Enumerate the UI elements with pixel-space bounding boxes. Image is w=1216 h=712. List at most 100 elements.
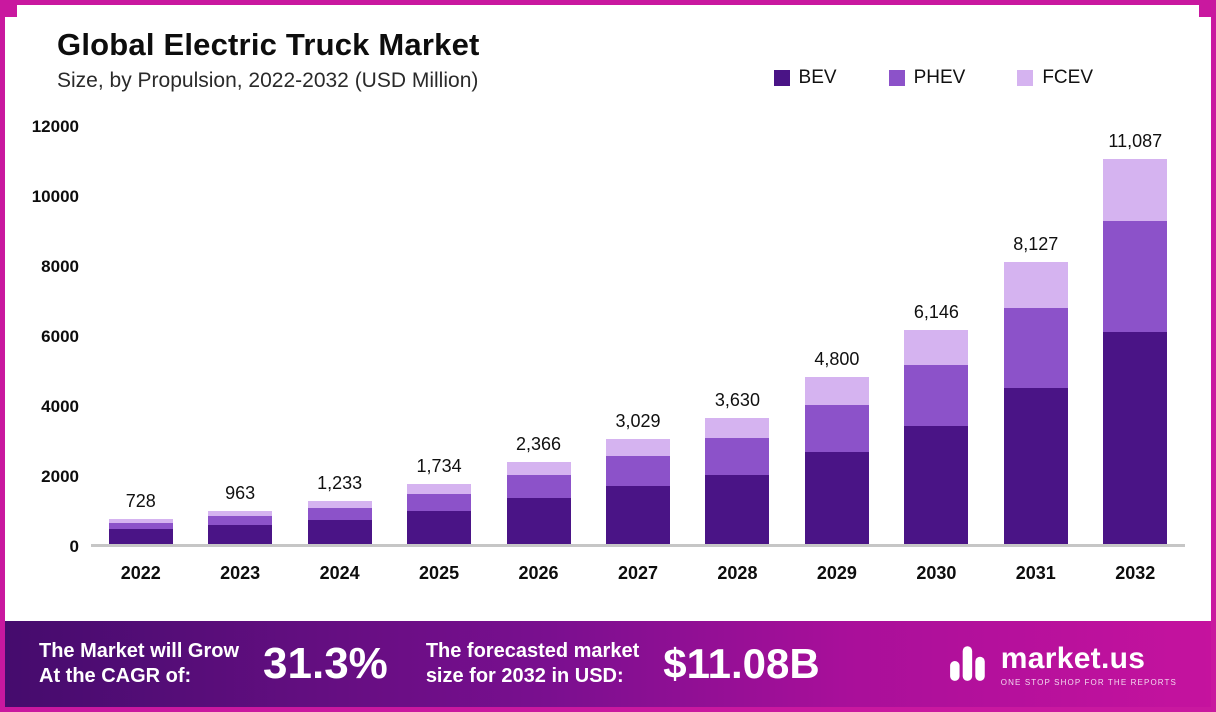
bar-column: 8,127: [1003, 127, 1068, 544]
legend-item-bev: BEV: [773, 67, 837, 89]
marketus-brand: market.us ONE STOP SHOP FOR THE REPORTS: [947, 641, 1177, 688]
cagr-label-line2: At the CAGR of:: [39, 665, 192, 687]
legend-swatch: [773, 70, 790, 86]
bar-column: 963: [208, 127, 273, 544]
corner-accent: [1199, 4, 1212, 17]
bar-segment-fcev: [208, 510, 273, 517]
x-axis-label: 2032: [1115, 563, 1156, 583]
marketus-logo-icon: [947, 641, 991, 688]
stacked-bar-chart: 0 2000 4000 6000 8000 10000 12000 728 963 1,233 1…: [19, 117, 1185, 584]
y-tick-label: 10000: [31, 187, 79, 206]
bar-segment-phev: [705, 438, 770, 475]
legend-swatch: [888, 70, 905, 86]
chart-title: Global Electric Truck Market: [57, 27, 480, 62]
x-axis-labels: 2022 2023 2024 2025 2026 2027 2028 2029 2030 2031…: [91, 563, 1185, 584]
y-tick-label: 2000: [41, 467, 79, 487]
bar-segment-bev: [1103, 332, 1168, 544]
plot-wrap: 728 963 1,233 1,734 2,366 3,029 3,630 4,800 6,14…: [91, 127, 1185, 584]
bar-segment-bev: [605, 485, 670, 544]
bar-column: 11,087: [1103, 127, 1168, 544]
brand-tagline: ONE STOP SHOP FOR THE REPORTS: [1000, 677, 1177, 687]
y-tick-label: 8000: [41, 257, 79, 277]
legend-item-fcev: FCEV: [1017, 67, 1093, 89]
x-axis-label: 2030: [916, 563, 957, 583]
cagr-label: The Market will Grow At the CAGR of:: [39, 639, 239, 689]
bar-total-label: 3,630: [714, 389, 760, 410]
bar-segment-bev: [904, 425, 969, 544]
brand-text: market.us ONE STOP SHOP FOR THE REPORTS: [1001, 642, 1177, 687]
forecast-label: The forecasted market size for 2032 in U…: [426, 639, 639, 689]
cagr-value: 31.3%: [263, 639, 388, 688]
x-axis-label: 2022: [120, 563, 161, 583]
bar-segment-bev: [1003, 387, 1068, 544]
x-axis-label: 2028: [717, 563, 758, 583]
bar-total-label: 1,734: [416, 455, 462, 476]
y-axis: 0 2000 4000 6000 8000 10000 12000: [19, 117, 91, 556]
legend-label: PHEV: [913, 67, 966, 88]
bar-segment-phev: [904, 365, 969, 426]
bar-column: 1,233: [307, 127, 372, 544]
y-tick-label: 6000: [41, 327, 79, 346]
bar-total-label: 3,029: [615, 410, 661, 431]
y-tick-label: 12000: [31, 117, 79, 136]
plot-area: 728 963 1,233 1,734 2,366 3,029 3,630 4,800 6,14…: [91, 127, 1185, 547]
x-axis-label: 2024: [319, 563, 360, 583]
bar-total-label: 4,800: [814, 349, 860, 370]
cagr-label-line1: The Market will Grow: [39, 640, 240, 662]
bar-total-label: 1,233: [317, 473, 363, 494]
bar-segment-fcev: [108, 518, 173, 523]
bar-segment-phev: [307, 508, 372, 520]
x-axis-label: 2029: [816, 563, 857, 583]
bar-column: 4,800: [804, 127, 869, 544]
bar-segment-bev: [407, 511, 472, 544]
x-axis-label: 2031: [1015, 563, 1056, 583]
bar-column: 3,029: [605, 127, 670, 544]
bar-column: 6,146: [904, 127, 969, 544]
chart-header: Global Electric Truck Market Size, by Pr…: [57, 27, 480, 93]
forecast-label-line1: The forecasted market: [425, 640, 640, 662]
bar-segment-bev: [506, 498, 571, 544]
chart-subtitle: Size, by Propulsion, 2022-2032 (USD Mill…: [57, 69, 479, 92]
legend-item-phev: PHEV: [888, 67, 966, 89]
bar-segment-phev: [108, 522, 173, 530]
legend: BEV PHEV FCEV: [773, 67, 1093, 89]
footer-banner: The Market will Grow At the CAGR of: 31.…: [5, 621, 1211, 707]
bar-segment-phev: [1103, 220, 1168, 333]
corner-accent: [4, 4, 17, 17]
bar-segment-bev: [208, 525, 273, 544]
bar-total-label: 963: [225, 482, 256, 503]
x-axis-label: 2027: [617, 563, 658, 583]
bar-segment-phev: [208, 516, 273, 526]
y-tick-label: 0: [69, 537, 79, 556]
bar-segment-phev: [407, 494, 472, 511]
bar-segment-phev: [1003, 307, 1068, 388]
bar-column: 2,366: [506, 127, 571, 544]
bar-segment-phev: [605, 456, 670, 486]
y-tick-label: 4000: [41, 397, 79, 417]
bar-total-label: 6,146: [913, 302, 959, 323]
bar-segment-fcev: [1103, 158, 1168, 221]
legend-swatch: [1017, 70, 1034, 86]
bar-segment-bev: [108, 529, 173, 544]
forecast-label-line2: size for 2032 in USD:: [425, 665, 624, 687]
bar-total-label: 8,127: [1013, 233, 1059, 254]
x-axis-label: 2023: [220, 563, 261, 583]
brand-name: market.us: [1000, 641, 1146, 675]
bar-segment-phev: [804, 405, 869, 452]
bar-segment-fcev: [1003, 261, 1068, 308]
bar-segment-fcev: [804, 377, 869, 406]
bar-segment-bev: [804, 451, 869, 544]
bar-segment-fcev: [705, 417, 770, 439]
bar-total-label: 11,087: [1108, 130, 1163, 151]
x-axis-label: 2025: [419, 563, 460, 583]
bar-segment-phev: [506, 475, 571, 499]
bar-total-label: 2,366: [516, 433, 562, 454]
bar-column: 1,734: [407, 127, 472, 544]
bar-segment-bev: [307, 519, 372, 544]
bar-segment-fcev: [904, 330, 969, 366]
bar-segment-fcev: [307, 501, 372, 509]
x-axis-label: 2026: [518, 563, 559, 583]
legend-label: FCEV: [1042, 67, 1093, 88]
bar-column: 3,630: [705, 127, 770, 544]
